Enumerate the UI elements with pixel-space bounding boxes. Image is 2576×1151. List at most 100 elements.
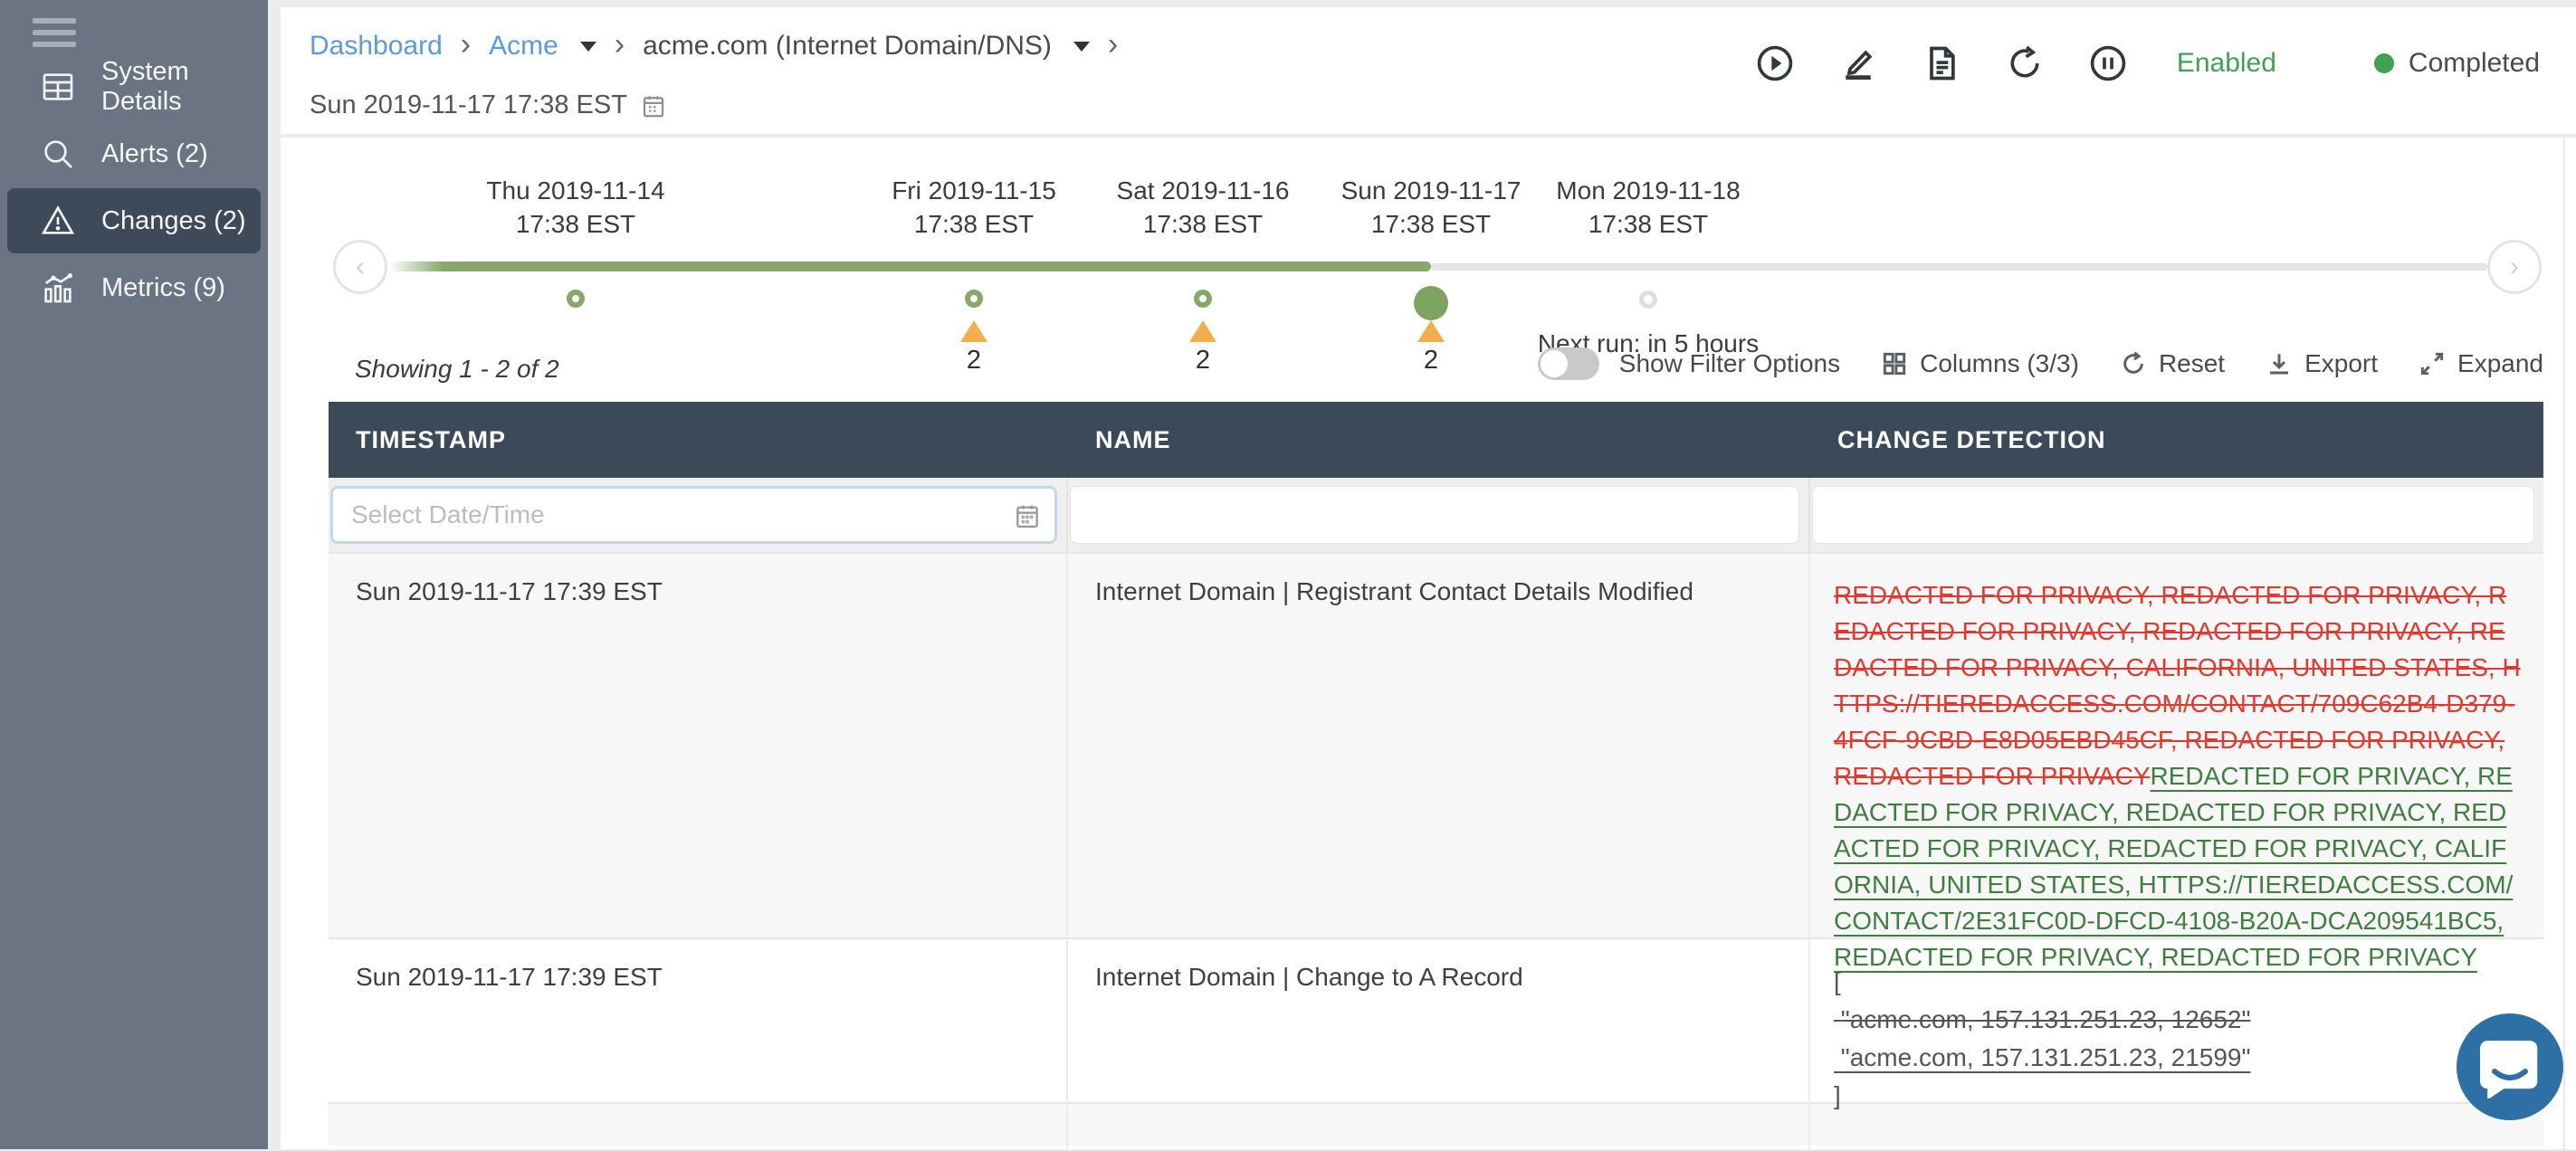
chevron-down-icon[interactable] xyxy=(579,41,596,52)
timestamp-filter-input[interactable] xyxy=(333,489,1054,541)
diff-removed-text[interactable]: "acme.com, 157.131.251.23, 12652" xyxy=(1834,1005,2251,1033)
export-label: Export xyxy=(2304,349,2379,377)
changes-count: 2 xyxy=(1195,346,1211,375)
changes-marker-icon xyxy=(1417,320,1445,342)
timeline-date: Thu 2019-11-14 xyxy=(486,176,665,205)
run-now-button[interactable] xyxy=(1755,43,1795,83)
sidebar: System Details Alerts (2) Changes (2) Me… xyxy=(0,0,268,1149)
diff-removed-text[interactable]: REDACTED FOR PRIVACY, REDACTED FOR PRIVA… xyxy=(1834,581,2521,790)
change-detection-filter-input[interactable] xyxy=(1813,487,2533,543)
json-bracket: ] xyxy=(1834,1081,1841,1109)
sidebar-nav: System Details Alerts (2) Changes (2) Me… xyxy=(0,52,268,322)
refresh-button[interactable] xyxy=(2005,43,2045,83)
timeline-point-fri[interactable]: Fri 2019-11-15 17:38 EST 2 xyxy=(838,174,1110,375)
changes-table: TIMESTAMP NAME CHANGE DETECTION Sun 2019… xyxy=(329,402,2543,1151)
bar-chart-icon xyxy=(44,273,73,303)
reset-button[interactable]: Reset xyxy=(2119,349,2225,378)
timeline-time: 17:38 EST xyxy=(1142,210,1264,238)
breadcrumb: Dashboard › Acme › acme.com (Internet Do… xyxy=(310,27,1118,62)
cell-change-detection: REDACTED FOR PRIVACY, REDACTED FOR PRIVA… xyxy=(1810,554,2543,999)
search-icon xyxy=(44,140,72,168)
table-row[interactable]: Sun 2019-11-17 17:39 EST Internet Domain… xyxy=(329,937,2543,1138)
edit-button[interactable] xyxy=(1838,43,1878,83)
column-header-timestamp[interactable]: TIMESTAMP xyxy=(356,425,506,453)
completed-status-label: Completed xyxy=(2408,48,2540,78)
expand-label: Expand xyxy=(2457,349,2543,377)
diff-added-text[interactable]: "acme.com, 157.131.251.23, 21599" xyxy=(1834,1043,2251,1071)
timeline-time: 17:38 EST xyxy=(515,210,636,238)
sidebar-item-changes[interactable]: Changes (2) xyxy=(7,188,261,253)
sidebar-item-label: Alerts (2) xyxy=(101,138,208,168)
chat-widget-button[interactable] xyxy=(2457,1013,2563,1120)
table-row[interactable] xyxy=(329,1102,2543,1151)
play-circle-icon xyxy=(1757,45,1793,81)
sidebar-item-system-details[interactable]: System Details xyxy=(7,54,261,119)
run-date: Sun 2019-11-17 17:38 EST xyxy=(310,90,667,120)
reset-icon xyxy=(2123,351,2143,374)
timeline-point-sun-selected[interactable]: Sun 2019-11-17 17:38 EST 2 xyxy=(1295,174,1567,375)
export-button[interactable]: Export xyxy=(2265,349,2378,378)
timeline-point-mon-next[interactable]: Mon 2019-11-18 17:38 EST Next run: in 5 … xyxy=(1512,174,1784,357)
sidebar-item-metrics[interactable]: Metrics (9) xyxy=(7,255,261,320)
timeline-time: 17:38 EST xyxy=(913,210,1035,238)
json-bracket: [ xyxy=(1834,967,1841,995)
warning-triangle-icon xyxy=(41,205,75,234)
diff-added-text[interactable]: REDACTED FOR PRIVACY, REDACTED FOR PRIVA… xyxy=(1834,762,2514,971)
sidebar-item-alerts[interactable]: Alerts (2) xyxy=(7,121,261,186)
cell-name: Internet Domain | Change to A Record xyxy=(1068,939,1810,1138)
timeline-node-icon[interactable] xyxy=(567,290,585,308)
report-button[interactable] xyxy=(1922,43,1961,83)
page-header: Dashboard › Acme › acme.com (Internet Do… xyxy=(281,7,2576,134)
grid-icon xyxy=(1883,352,1906,376)
enabled-status-label[interactable]: Enabled xyxy=(2176,48,2276,78)
cell-timestamp: Sun 2019-11-17 17:39 EST xyxy=(329,554,1068,999)
column-header-change-detection[interactable]: CHANGE DETECTION xyxy=(1837,425,2106,453)
refresh-icon xyxy=(2010,45,2039,78)
timeline-node-selected-icon[interactable] xyxy=(1414,286,1448,320)
reset-label: Reset xyxy=(2158,349,2226,377)
chat-bubble-icon xyxy=(2480,1041,2538,1099)
pause-button[interactable] xyxy=(2088,43,2128,83)
pencil-icon xyxy=(1846,50,1873,80)
column-header-name[interactable]: NAME xyxy=(1095,425,1171,453)
table-row[interactable]: Sun 2019-11-17 17:39 EST Internet Domain… xyxy=(329,552,2543,999)
columns-label: Columns (3/3) xyxy=(1920,349,2079,377)
scrollbar-track[interactable] xyxy=(2563,138,2565,1149)
table-filter-row xyxy=(329,478,2543,552)
timeline-node-icon[interactable] xyxy=(1194,290,1212,308)
show-filter-options-toggle[interactable] xyxy=(1537,347,1599,380)
timeline-time: 17:38 EST xyxy=(1588,210,1709,238)
timeline-next-button[interactable]: › xyxy=(2487,240,2542,294)
breadcrumb-separator: › xyxy=(614,27,625,62)
cell-change-detection xyxy=(1810,1104,2543,1151)
timeline-date: Fri 2019-11-15 xyxy=(892,176,1056,205)
timeline-line-future xyxy=(1431,263,2487,271)
name-filter-input[interactable] xyxy=(1071,487,1798,543)
table-header-row: TIMESTAMP NAME CHANGE DETECTION xyxy=(329,402,2543,478)
cell-change-detection: [ "acme.com, 157.131.251.23, 12652" "acm… xyxy=(1810,939,2543,1138)
timeline-time: 17:38 EST xyxy=(1370,210,1492,238)
table-toolbar: Showing 1 - 2 of 2 Show Filter Options C… xyxy=(281,347,2576,398)
expand-icon xyxy=(2420,352,2444,376)
calendar-icon[interactable] xyxy=(1013,501,1042,530)
sidebar-item-label: System Details xyxy=(101,57,189,116)
timeline-line-past xyxy=(389,262,1431,271)
timeline-point-sat[interactable]: Sat 2019-11-16 17:38 EST 2 xyxy=(1067,174,1339,375)
show-filter-options-label: Show Filter Options xyxy=(1618,349,1841,377)
download-icon xyxy=(2270,354,2289,375)
timeline-point-thu[interactable]: Thu 2019-11-14 17:38 EST xyxy=(440,174,711,308)
completed-status: Completed xyxy=(2373,48,2540,79)
calendar-icon[interactable] xyxy=(640,92,667,119)
table-icon xyxy=(43,73,73,100)
timeline-prev-button[interactable]: ‹ xyxy=(333,240,387,294)
breadcrumb-company-link[interactable]: Acme xyxy=(489,31,558,61)
timeline-node-future-icon xyxy=(1639,290,1657,309)
hamburger-menu-icon[interactable] xyxy=(33,18,76,53)
run-date-label: Sun 2019-11-17 17:38 EST xyxy=(310,90,627,119)
chevron-down-icon[interactable] xyxy=(1073,41,1090,52)
breadcrumb-dashboard-link[interactable]: Dashboard xyxy=(310,31,443,61)
columns-button[interactable]: Columns (3/3) xyxy=(1880,349,2079,378)
timeline-node-icon[interactable] xyxy=(965,290,983,308)
expand-button[interactable]: Expand xyxy=(2418,349,2543,378)
run-timeline: ‹ Thu 2019-11-14 17:38 EST Fri 2019-11-1… xyxy=(281,138,2576,375)
